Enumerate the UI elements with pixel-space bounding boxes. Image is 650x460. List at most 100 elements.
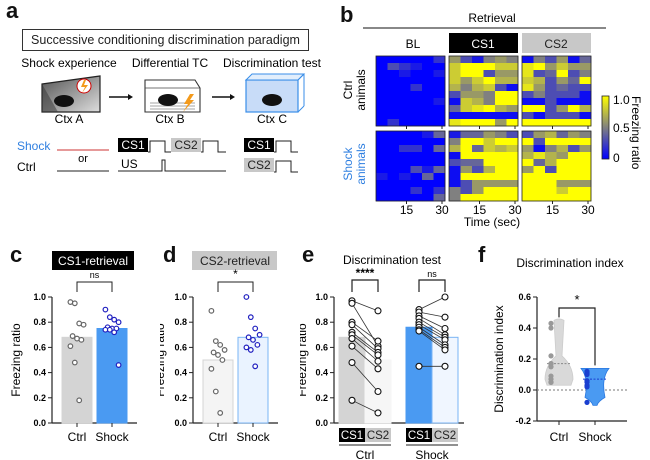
heatmap-cell	[422, 159, 434, 167]
panel-label-a: a	[6, 0, 19, 23]
heatmap-cell	[472, 187, 484, 195]
column-header-cs2: CS2	[544, 37, 568, 51]
heatmap-cell	[472, 63, 484, 71]
heatmap-cell	[460, 138, 473, 146]
heatmap-cell	[433, 119, 446, 127]
panel-label-d: d	[163, 242, 177, 267]
heatmap-cell	[387, 105, 400, 113]
heatmap-cell	[449, 173, 461, 181]
heatmap-cell	[495, 152, 507, 160]
shock-bolt-icon	[183, 94, 194, 112]
title-bg-cs2	[192, 251, 277, 270]
heatmap-cell	[506, 105, 519, 113]
context-a-label: Ctx A	[55, 112, 84, 126]
y-tick-label: 0.4	[518, 323, 531, 333]
data-point	[256, 331, 263, 338]
heatmap-cell	[556, 63, 569, 71]
pair-line	[351, 303, 379, 347]
data-point	[115, 319, 122, 326]
heatmap-cell	[460, 91, 473, 99]
heatmap-cell	[533, 131, 546, 139]
bar-ctrl-cs1	[338, 336, 366, 424]
pair-line	[418, 329, 446, 348]
heatmap-cell	[422, 194, 434, 202]
heatmap-cell	[410, 77, 423, 85]
heatmap-cell	[472, 152, 484, 160]
heatmap-cell	[460, 56, 473, 64]
heatmap-cell	[399, 159, 411, 167]
heatmap-cell	[460, 112, 473, 120]
heatmap-cell	[545, 77, 557, 85]
heatmap-cell	[399, 173, 411, 181]
heatmap-cell	[495, 187, 507, 195]
colorbar	[601, 95, 610, 160]
heatmap-cell	[376, 91, 388, 99]
data-point	[210, 349, 217, 356]
data-point	[69, 333, 76, 339]
heatmap-cell	[556, 98, 569, 106]
pair-line	[351, 399, 379, 414]
heatmap-cell	[533, 166, 546, 174]
heatmap-cell	[387, 112, 400, 120]
heatmap-cell	[545, 180, 557, 188]
heatmap-cell	[433, 91, 446, 99]
us-label: US	[121, 157, 138, 171]
heatmap-cell	[387, 84, 400, 92]
heatmap-cell	[556, 138, 569, 146]
pair-line	[351, 334, 379, 356]
heatmap-cell	[495, 98, 507, 106]
cs2-tag-label: CS2	[434, 430, 456, 442]
heatmap-cell	[522, 105, 534, 113]
heatmap-cell	[579, 56, 592, 64]
shock-row-label: Shock	[17, 139, 51, 153]
data-point	[245, 334, 252, 341]
pair-line	[418, 324, 446, 341]
y-axis-label: Freezing ratio	[9, 323, 23, 397]
heatmap-cell	[568, 131, 580, 139]
y-tick-label: 0.2	[33, 393, 46, 403]
or-label: or	[78, 153, 88, 165]
data-point	[67, 343, 74, 350]
heatmap-cell	[460, 159, 473, 167]
heatmap-cell	[533, 180, 546, 188]
data-point	[374, 337, 382, 345]
heatmap-cell	[495, 119, 507, 127]
data-point	[247, 347, 254, 353]
context-b-label: Ctx B	[155, 112, 184, 126]
heatmap-cell	[545, 70, 557, 78]
heatmap-cell	[545, 166, 557, 174]
heatmap-cell	[568, 56, 580, 64]
heatmap-cell	[506, 152, 519, 160]
title-bg-cs1	[52, 251, 134, 270]
heatmap-cell	[376, 63, 388, 71]
heatmap-cell	[449, 63, 461, 71]
heatmap-cell	[506, 159, 519, 167]
paradigm-title-box: Successive conditioning discrimination p…	[22, 29, 309, 51]
heatmap-cell	[522, 152, 534, 160]
heatmap-cell	[460, 131, 473, 139]
cs1-tag	[406, 428, 432, 442]
heatmap-cell	[495, 131, 507, 139]
heatmap-cell	[410, 84, 423, 92]
heatmap-cell	[449, 84, 461, 92]
heatmap-cell	[460, 145, 473, 153]
heatmap-cell	[449, 138, 461, 146]
y-tick-label: 0.6	[33, 342, 46, 352]
heatmap-frame	[448, 55, 519, 127]
heatmap-cell	[483, 63, 496, 71]
heatmap-cell	[483, 84, 496, 92]
group-label: Shock	[415, 448, 449, 460]
heatmap-cell	[556, 166, 569, 174]
heatmap-cell	[399, 138, 411, 146]
x-tick-label: Ctrl	[209, 430, 228, 444]
cs1-tag	[339, 428, 365, 442]
data-point	[548, 364, 554, 370]
heatmap-cell	[483, 180, 496, 188]
heatmap-cell	[410, 152, 423, 160]
significance-label: ns	[90, 270, 100, 280]
heatmap-cell	[483, 56, 496, 64]
heatmap-cell	[579, 70, 592, 78]
heatmap-title: Retrieval	[468, 11, 515, 25]
data-point	[441, 362, 449, 370]
heatmap-cell	[579, 91, 592, 99]
